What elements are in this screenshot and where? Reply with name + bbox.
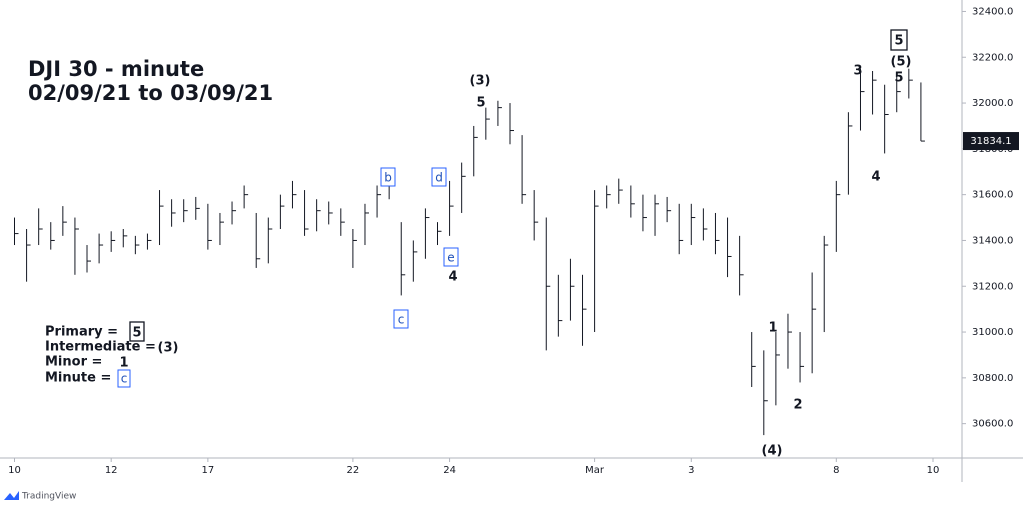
degree-symbol: (3) — [158, 341, 179, 356]
wave-label: 5 — [894, 34, 903, 49]
degree-label: Minute = — [45, 371, 111, 386]
wave-box — [431, 167, 447, 187]
x-tick-label: 22 — [347, 465, 360, 476]
degree-symbol: c — [121, 372, 128, 386]
wave-label: 2 — [793, 398, 802, 413]
x-tick-label: 12 — [105, 465, 118, 476]
y-tick-label: 32000.0 — [972, 98, 1013, 109]
wave-label: (5) — [891, 55, 912, 70]
last-price-box — [963, 132, 1019, 151]
x-tick-label: 8 — [833, 465, 839, 476]
x-tick-label: 24 — [443, 465, 456, 476]
wave-label: e — [447, 251, 454, 265]
wave-box — [380, 167, 396, 187]
wave-label: d — [435, 171, 443, 185]
degree-box — [129, 321, 145, 342]
y-tick-label: 31000.0 — [972, 327, 1013, 338]
logo-icon — [4, 491, 19, 500]
x-tick-label: 10 — [927, 465, 940, 476]
wave-label: 1 — [768, 321, 777, 336]
y-tick-label: 30600.0 — [972, 419, 1013, 430]
wave-label: 5 — [476, 96, 485, 111]
y-tick-label: 30800.0 — [972, 373, 1013, 384]
chart-subtitle: 02/09/21 to 03/09/21 — [28, 81, 273, 105]
x-tick-label: 10 — [8, 465, 21, 476]
wave-box — [890, 29, 908, 51]
wave-label: 3 — [853, 64, 862, 79]
source-label: TradingView — [21, 492, 76, 502]
degree-box — [117, 369, 131, 388]
last-price-label: 31834.1 — [970, 136, 1011, 147]
wave-label: c — [398, 313, 405, 327]
x-tick-label: Mar — [585, 465, 605, 476]
x-tick-label: 3 — [688, 465, 694, 476]
degree-symbol: 5 — [132, 326, 141, 341]
degree-label: Minor = — [45, 355, 102, 370]
degree-symbol: 1 — [119, 356, 128, 371]
y-tick-label: 32400.0 — [972, 6, 1013, 17]
y-tick-label: 31200.0 — [972, 281, 1013, 292]
wave-label: 4 — [871, 170, 880, 185]
wave-label: 5 — [894, 71, 903, 86]
wave-box — [393, 309, 409, 329]
logo — [4, 491, 19, 500]
y-tick-label: 32200.0 — [972, 52, 1013, 63]
y-tick-label: 31400.0 — [972, 235, 1013, 246]
chart-title: DJI 30 - minute — [28, 57, 204, 81]
y-tick-label: 31600.0 — [972, 190, 1013, 201]
wave-box — [443, 247, 459, 267]
wave-label: 4 — [448, 270, 457, 285]
wave-label: (3) — [470, 74, 491, 89]
x-tick-label: 17 — [202, 465, 215, 476]
degree-label: Intermediate = — [45, 340, 156, 355]
degree-label: Primary = — [45, 325, 118, 340]
wave-label: (4) — [762, 444, 783, 459]
wave-label: b — [384, 171, 392, 185]
